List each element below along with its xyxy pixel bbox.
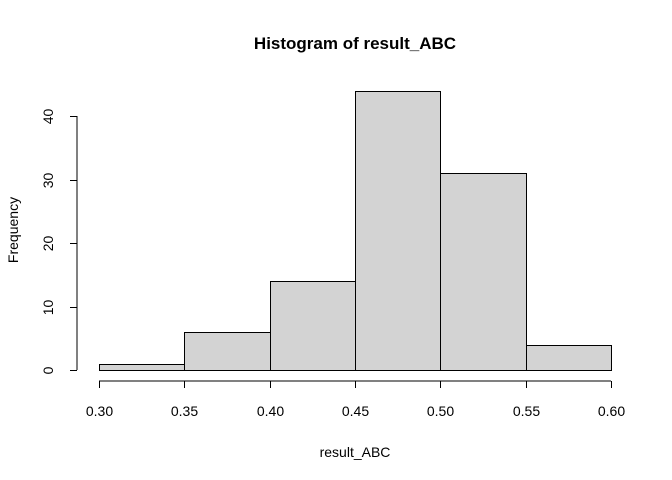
histogram-bar-3 bbox=[270, 281, 356, 371]
x-tick-label: 0.50 bbox=[427, 403, 454, 419]
y-tick-label: 0 bbox=[40, 366, 56, 374]
x-tick-label: 0.60 bbox=[598, 403, 625, 419]
y-tick-label: 10 bbox=[40, 300, 56, 316]
y-axis-ticks: 0 10 20 30 40 bbox=[40, 109, 77, 374]
y-tick-label: 20 bbox=[40, 236, 56, 252]
x-tick-label: 0.40 bbox=[257, 403, 284, 419]
x-axis-title: result_ABC bbox=[320, 444, 391, 460]
x-tick-label: 0.35 bbox=[171, 403, 198, 419]
y-tick-label: 40 bbox=[40, 109, 56, 125]
x-tick-label: 0.45 bbox=[342, 403, 369, 419]
bars-group bbox=[99, 91, 612, 371]
histogram-bar-1 bbox=[99, 364, 185, 371]
histogram-bar-2 bbox=[184, 332, 271, 371]
histogram-bar-6 bbox=[526, 345, 612, 371]
x-axis-ticks: 0.30 0.35 0.40 0.45 0.50 0.55 0.60 bbox=[86, 381, 625, 419]
y-tick-label: 30 bbox=[40, 173, 56, 189]
histogram-bar-5 bbox=[440, 173, 527, 371]
x-tick-label: 0.30 bbox=[86, 403, 113, 419]
histogram-bar-4 bbox=[355, 91, 441, 371]
y-axis-title: Frequency bbox=[5, 197, 21, 263]
x-tick-label: 0.55 bbox=[513, 403, 540, 419]
chart-title: Histogram of result_ABC bbox=[254, 34, 456, 53]
